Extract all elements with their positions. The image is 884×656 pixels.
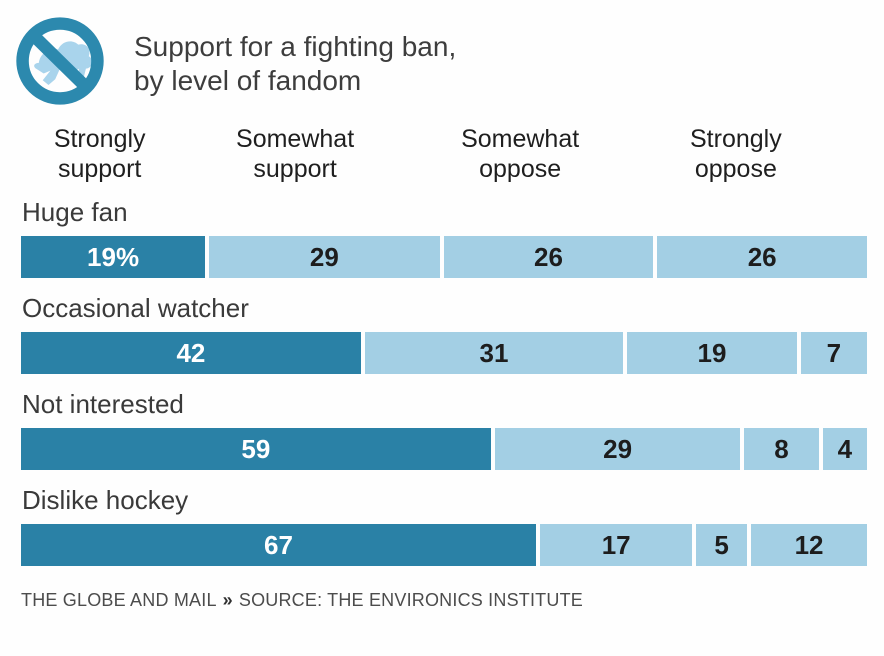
prohibition-slash — [29, 31, 91, 92]
bar-segment-strongly-oppose: 4 — [822, 428, 867, 470]
source: SOURCE: THE ENVIRONICS INSTITUTE — [238, 590, 583, 610]
bar-segment-somewhat-support: 29 — [494, 428, 741, 470]
bar-segment-somewhat-support: 17 — [540, 524, 693, 566]
row-not-interested: Not interested 59 29 8 4 — [21, 389, 867, 470]
bar-segment-strongly-support: 59 — [21, 428, 491, 470]
bar-segment-somewhat-support: 31 — [364, 332, 624, 374]
column-header-somewhat-oppose: Somewhat oppose — [461, 125, 580, 183]
row-dislike-hockey: Dislike hockey 67 17 5 12 — [21, 485, 868, 566]
stacked-bar: 42 31 19 7 — [21, 332, 867, 374]
chart-title-line1: Support for a fighting ban, — [134, 31, 457, 62]
row-label: Occasional watcher — [22, 293, 249, 323]
bar-segment-strongly-support: 42 — [21, 332, 361, 374]
row-occasional-watcher: Occasional watcher 42 31 19 7 — [21, 293, 867, 374]
bar-segment-somewhat-oppose: 19 — [627, 332, 797, 374]
row-label: Huge fan — [22, 197, 128, 227]
stacked-bar: 67 17 5 12 — [21, 524, 868, 566]
no-fighting-icon — [16, 17, 104, 105]
row-label: Dislike hockey — [22, 485, 189, 515]
masthead: Support for a fighting ban, by level of … — [0, 0, 884, 109]
bar-segment-somewhat-oppose: 5 — [696, 524, 748, 566]
footer-credit: THE GLOBE AND MAIL» SOURCE: THE ENVIRONIC… — [21, 590, 884, 611]
bar-segment-somewhat-oppose: 8 — [744, 428, 819, 470]
bar-segment-somewhat-support: 29 — [209, 236, 440, 278]
column-header-strongly-support: Strongly support — [53, 125, 146, 183]
column-header-somewhat-support: Somewhat support — [236, 125, 355, 183]
publisher: THE GLOBE AND MAIL — [21, 590, 217, 610]
bar-segment-somewhat-oppose: 26 — [443, 236, 654, 278]
bar-segment-strongly-oppose: 12 — [751, 524, 868, 566]
bar-segment-strongly-oppose: 7 — [800, 332, 867, 374]
column-header-strongly-oppose: Strongly oppose — [690, 125, 782, 183]
stacked-bar: 59 29 8 4 — [21, 428, 867, 470]
bar-segment-strongly-support: 67 — [21, 524, 537, 566]
prohibition-ring — [16, 17, 104, 105]
separator-guillemet: » — [222, 590, 233, 610]
bar-segment-strongly-support: 19% — [21, 236, 206, 278]
chart-title: Support for a fighting ban, by level of … — [134, 30, 456, 97]
bar-segment-strongly-oppose: 26 — [657, 236, 867, 278]
row-huge-fan: Huge fan 19% 29 26 26 — [21, 197, 867, 278]
chart-title-line2: by level of fandom — [134, 64, 362, 96]
bar-rows: Huge fan 19% 29 26 26 Occasional watcher… — [21, 197, 868, 566]
column-headers: Strongly support Somewhat support Somewh… — [21, 125, 867, 195]
row-label: Not interested — [22, 389, 184, 419]
stacked-bar: 19% 29 26 26 — [21, 236, 867, 278]
